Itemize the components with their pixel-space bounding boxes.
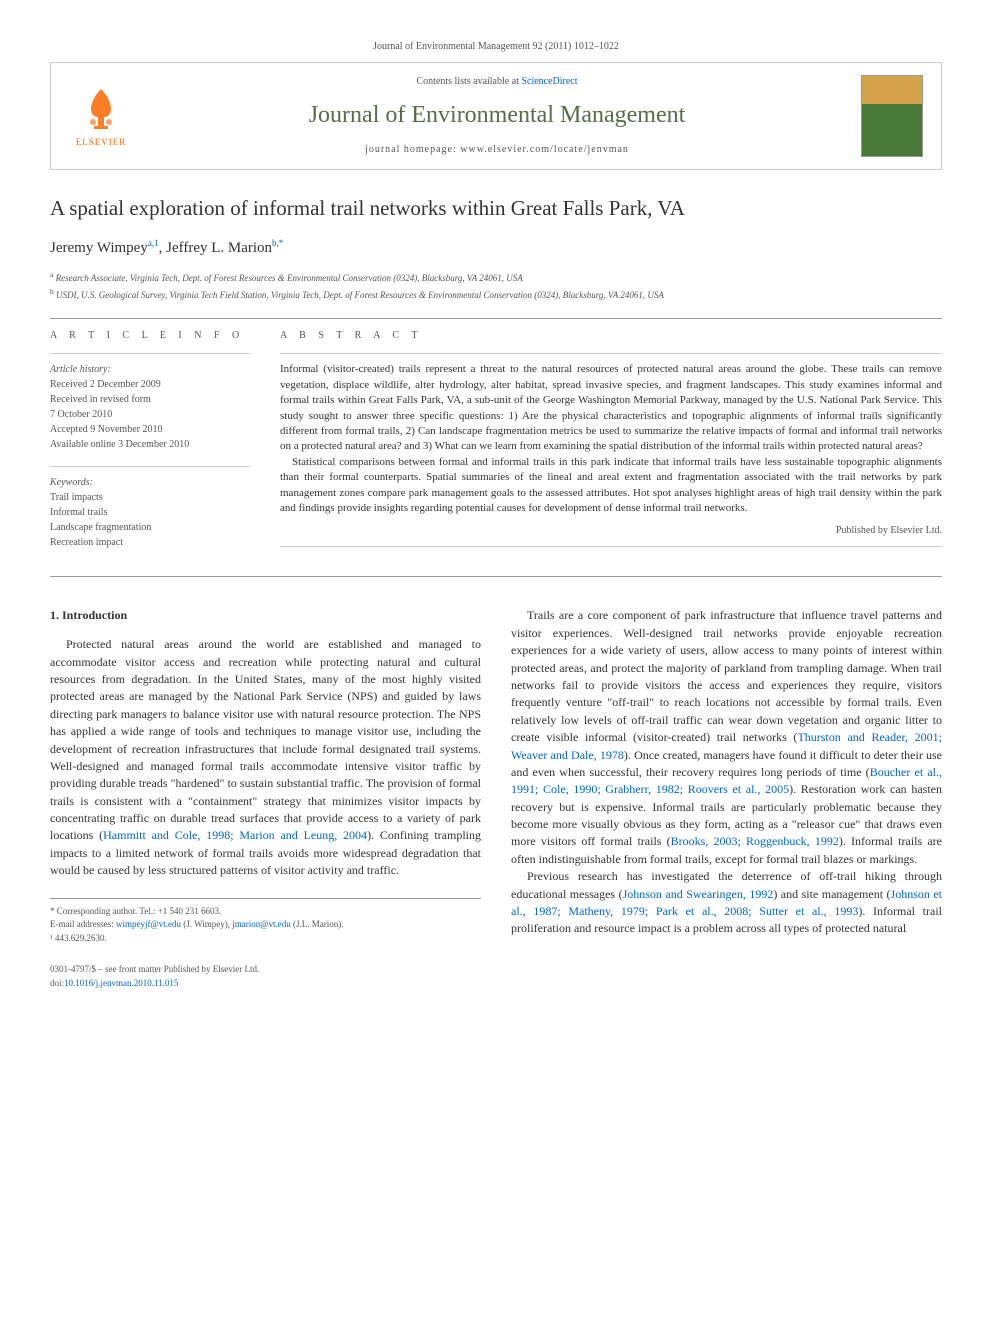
citation[interactable]: Johnson and Swearingen, 1992 xyxy=(623,887,774,901)
abstract-p1: Informal (visitor-created) trails repres… xyxy=(280,362,942,454)
email-1[interactable]: wimpeyjf@vt.edu xyxy=(116,919,181,929)
keyword-3: Landscape fragmentation xyxy=(50,520,250,535)
citation[interactable]: Brooks, 2003; Roggenbuck, 1992 xyxy=(671,834,839,848)
page-footer: 0301-4797/$ – see front matter Published… xyxy=(50,963,942,990)
author-1-sup: a,1 xyxy=(148,238,159,248)
info-divider xyxy=(50,466,250,467)
footer-doi: doi:10.1016/j.jenvman.2010.11.015 xyxy=(50,977,942,991)
author-sep: , xyxy=(159,240,167,256)
abstract: A B S T R A C T Informal (visitor-create… xyxy=(280,329,942,564)
footnotes: * Corresponding author. Tel.: +1 540 231… xyxy=(50,898,481,946)
body-p: Previous research has investigated the d… xyxy=(511,868,942,938)
info-abstract-row: A R T I C L E I N F O Article history: R… xyxy=(50,329,942,564)
body-p: Trails are a core component of park infr… xyxy=(511,607,942,868)
homepage-line: journal homepage: www.elsevier.com/locat… xyxy=(151,143,843,157)
history-label: Article history: xyxy=(50,362,250,377)
contents-prefix: Contents lists available at xyxy=(416,76,521,87)
doi-link[interactable]: 10.1016/j.jenvman.2010.11.015 xyxy=(64,978,178,988)
sciencedirect-link[interactable]: ScienceDirect xyxy=(521,76,577,87)
corresponding: * Corresponding author. Tel.: +1 540 231… xyxy=(50,905,481,919)
homepage-url[interactable]: www.elsevier.com/locate/jenvman xyxy=(460,144,629,155)
keywords: Keywords: Trail impacts Informal trails … xyxy=(50,475,250,550)
page: Journal of Environmental Management 92 (… xyxy=(0,0,992,1030)
received: Received 2 December 2009 xyxy=(50,377,250,392)
citation[interactable]: Hammitt and Cole, 1998; Marion and Leung… xyxy=(103,828,367,842)
top-citation: Journal of Environmental Management 92 (… xyxy=(50,40,942,54)
keyword-2: Informal trails xyxy=(50,505,250,520)
contents-line: Contents lists available at ScienceDirec… xyxy=(151,75,843,89)
abstract-heading: A B S T R A C T xyxy=(280,329,942,343)
keywords-label: Keywords: xyxy=(50,475,250,490)
divider xyxy=(50,576,942,577)
publisher-name: ELSEVIER xyxy=(76,136,127,149)
aff-a: Research Associate, Virginia Tech, Dept.… xyxy=(56,273,523,283)
keyword-1: Trail impacts xyxy=(50,490,250,505)
affiliations: a Research Associate, Virginia Tech, Dep… xyxy=(50,269,942,302)
header-center: Contents lists available at ScienceDirec… xyxy=(151,75,843,157)
body-columns: 1. Introduction Protected natural areas … xyxy=(50,607,942,945)
abstract-p2: Statistical comparisons between formal a… xyxy=(280,455,942,517)
accepted: Accepted 9 November 2010 xyxy=(50,422,250,437)
homepage-prefix: journal homepage: xyxy=(365,144,460,155)
body-text-left: Protected natural areas around the world… xyxy=(50,636,481,879)
aff-a-sup: a xyxy=(50,270,53,279)
emails: E-mail addresses: wimpeyjf@vt.edu (J. Wi… xyxy=(50,918,481,932)
article-title: A spatial exploration of informal trail … xyxy=(50,194,942,223)
aff-b-sup: b xyxy=(50,287,54,296)
divider xyxy=(50,318,942,319)
article-info: A R T I C L E I N F O Article history: R… xyxy=(50,329,250,564)
section-heading: 1. Introduction xyxy=(50,607,481,624)
article-history: Article history: Received 2 December 200… xyxy=(50,362,250,452)
aff-b: USDI, U.S. Geological Survey, Virginia T… xyxy=(56,290,664,300)
author-1: Jeremy Wimpey xyxy=(50,240,148,256)
footnote-1: ¹ 443.629.2630. xyxy=(50,932,481,946)
revised-1: Received in revised form xyxy=(50,392,250,407)
published-by: Published by Elsevier Ltd. xyxy=(280,524,942,538)
footer-line1: 0301-4797/$ – see front matter Published… xyxy=(50,963,942,977)
body-col-right: Trails are a core component of park infr… xyxy=(511,607,942,945)
author-2-sup: b,* xyxy=(272,238,283,248)
author-2: Jeffrey L. Marion xyxy=(166,240,272,256)
body-text-right: Trails are a core component of park infr… xyxy=(511,607,942,937)
elsevier-tree-icon xyxy=(76,84,126,134)
abstract-divider xyxy=(280,353,942,354)
email-2[interactable]: jmarion@vt.edu xyxy=(232,919,291,929)
abstract-text: Informal (visitor-created) trails repres… xyxy=(280,362,942,516)
revised-2: 7 October 2010 xyxy=(50,407,250,422)
elsevier-logo: ELSEVIER xyxy=(69,80,133,152)
info-divider xyxy=(50,353,250,354)
info-heading: A R T I C L E I N F O xyxy=(50,329,250,343)
journal-header: ELSEVIER Contents lists available at Sci… xyxy=(50,62,942,170)
journal-name: Journal of Environmental Management xyxy=(151,99,843,133)
abstract-divider-bottom xyxy=(280,546,942,547)
authors: Jeremy Wimpeya,1, Jeffrey L. Marionb,* xyxy=(50,237,942,259)
online: Available online 3 December 2010 xyxy=(50,437,250,452)
body-col-left: 1. Introduction Protected natural areas … xyxy=(50,607,481,945)
body-p: Protected natural areas around the world… xyxy=(50,636,481,879)
keyword-4: Recreation impact xyxy=(50,535,250,550)
journal-cover-thumbnail xyxy=(861,75,923,157)
